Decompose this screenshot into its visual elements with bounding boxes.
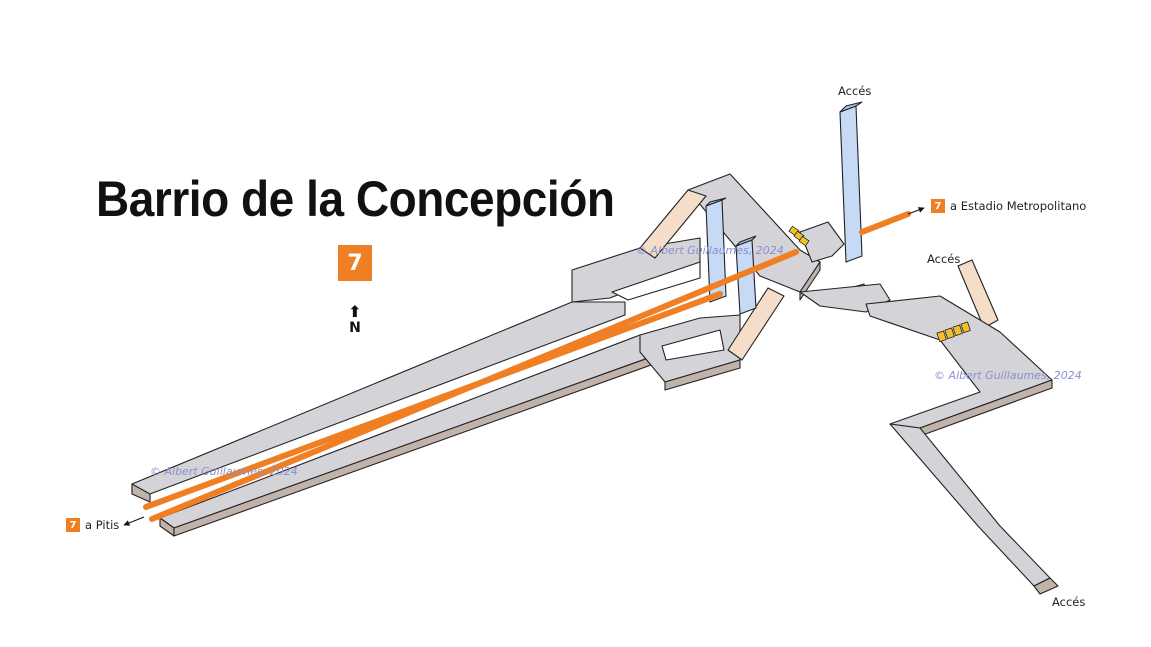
north-label: N [349,320,361,336]
destination-line-badge: 7 [931,199,945,213]
destination-label: a Estadio Metropolitano [950,199,1086,213]
page-title: Barrio de la Concepción [96,170,615,228]
concourse-east-floor [866,296,1052,428]
destination-pitis: 7 a Pitis [66,518,119,532]
destination-label: a Pitis [85,518,119,532]
watermark: © Albert Guillaumes, 2024 [150,465,298,478]
watermark: © Albert Guillaumes, 2024 [934,369,1082,382]
access-label-north: Accés [838,84,871,98]
track-east [862,214,908,232]
destination-line-badge: 7 [66,518,80,532]
elevator-shaft-tall [840,106,862,262]
watermark: © Albert Guillaumes, 2024 [636,244,784,257]
north-arrow-icon: ⬆ [343,304,367,320]
north-indicator: ⬆ N [343,304,367,336]
track-lower [152,252,796,519]
access-label-south: Accés [1052,595,1085,609]
lower-platform-floor [160,335,665,528]
line-badge: 7 [338,245,372,281]
arrow-pitis [124,517,144,525]
arrow-estadio [908,208,924,214]
access-label-east: Accés [927,252,960,266]
concourse-structure [800,222,1058,594]
southeast-corridor [890,424,1050,586]
destination-estadio: 7 a Estadio Metropolitano [931,199,1086,213]
